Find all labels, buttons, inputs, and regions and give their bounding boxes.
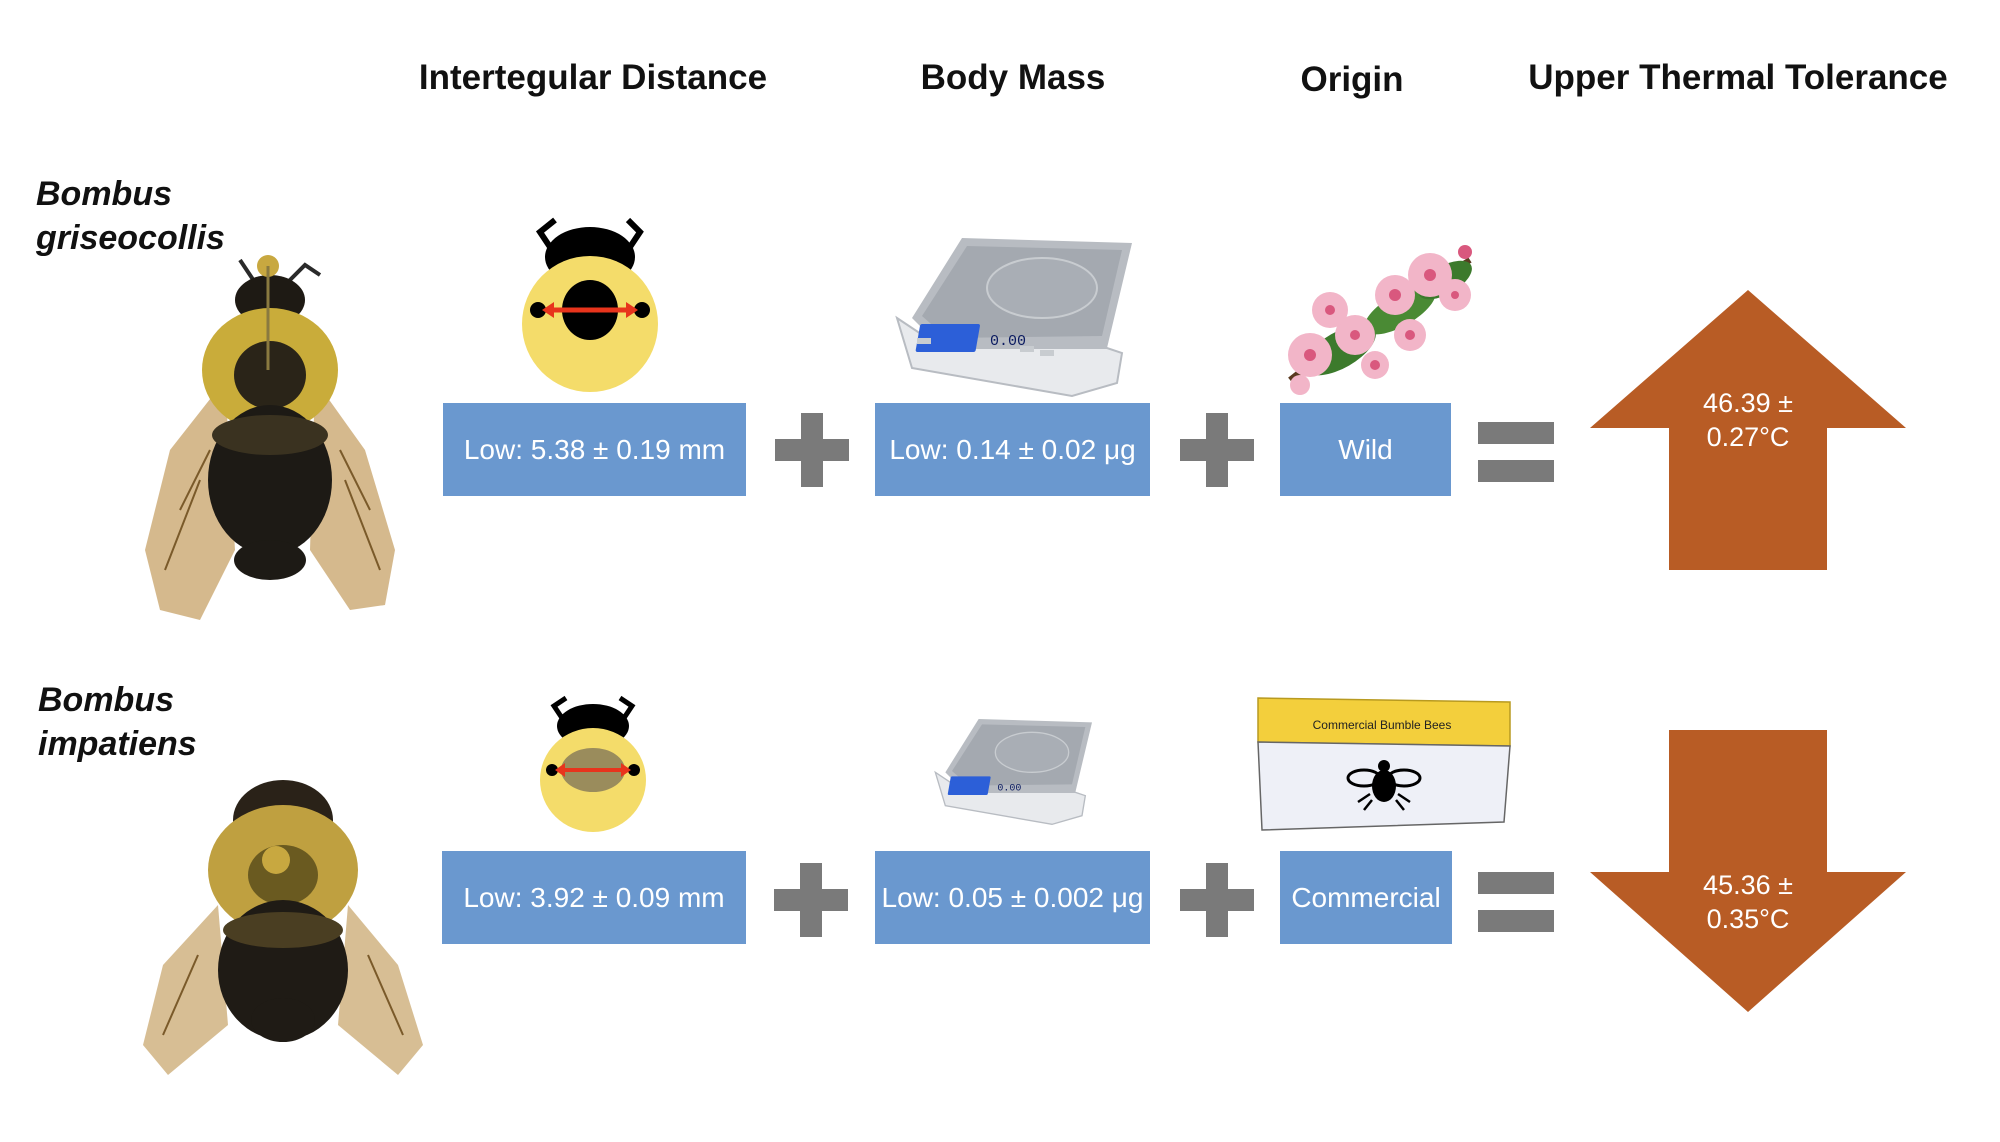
body-mass-value: Low: 0.05 ± 0.002 μg xyxy=(881,881,1144,913)
scale-icon: 0.00 xyxy=(895,238,1132,398)
header-origin: Origin xyxy=(1300,60,1404,99)
body-mass-value-box: Low: 0.05 ± 0.002 μg xyxy=(875,851,1150,944)
thermal-down-arrow xyxy=(1590,730,1906,1012)
origin-value: Commercial xyxy=(1291,881,1441,913)
plus-icon xyxy=(1180,413,1254,487)
flowers-icon xyxy=(1288,245,1472,395)
species-genus: Bombus xyxy=(38,681,174,719)
bee-head-icon xyxy=(540,695,646,832)
plus-icon xyxy=(775,413,849,487)
body-mass-value-box: Low: 0.14 ± 0.02 μg xyxy=(875,403,1150,496)
plus-icon xyxy=(1180,863,1254,937)
origin-value: Wild xyxy=(1338,433,1393,465)
bee-head-icon xyxy=(522,217,658,392)
thermal-tolerance-line1: 45.36 ± xyxy=(1703,870,1793,900)
thermal-tolerance-line2: 0.27°C xyxy=(1706,422,1790,452)
intertegular-value-box: Low: 3.92 ± 0.09 mm xyxy=(442,851,746,944)
intertegular-value: Low: 3.92 ± 0.09 mm xyxy=(463,881,725,913)
origin-value-box: Commercial xyxy=(1280,851,1452,944)
equals-icon xyxy=(1478,872,1554,932)
species-genus: Bombus xyxy=(36,175,172,213)
bee-photo xyxy=(145,255,395,620)
thermal-tolerance-line1: 46.39 ± xyxy=(1703,388,1793,418)
body-mass-value: Low: 0.14 ± 0.02 μg xyxy=(889,433,1136,465)
plus-icon xyxy=(774,863,848,937)
species-name-impatiens: Bombus impatiens xyxy=(38,678,197,766)
origin-value-box: Wild xyxy=(1280,403,1451,496)
intertegular-value-box: Low: 5.38 ± 0.19 mm xyxy=(443,403,746,496)
scale-display: 0.00 xyxy=(990,333,1026,350)
header-body-mass: Body Mass xyxy=(920,58,1106,97)
header-upper-thermal-tolerance: Upper Thermal Tolerance xyxy=(1528,58,1948,97)
thermal-tolerance-line2: 0.35°C xyxy=(1706,904,1790,934)
thermal-up-arrow xyxy=(1590,290,1906,570)
bee-photo xyxy=(143,780,423,1075)
thermal-tolerance-value: 46.39 ± 0.27°C xyxy=(1668,386,1828,454)
species-epithet: griseocollis xyxy=(36,219,225,257)
species-epithet: impatiens xyxy=(38,725,197,763)
intertegular-value: Low: 5.38 ± 0.19 mm xyxy=(463,433,726,465)
scale-icon: 0.00 xyxy=(934,719,1092,826)
scale-display: 0.00 xyxy=(997,783,1021,794)
species-name-griseocollis: Bombus griseocollis xyxy=(36,172,225,260)
header-intertegular-distance: Intertegular Distance xyxy=(418,58,768,97)
bee-box-icon xyxy=(1257,697,1511,831)
commercial-box-label: Commercial Bumble Bees xyxy=(1312,718,1452,732)
thermal-tolerance-value: 45.36 ± 0.35°C xyxy=(1668,868,1828,936)
equals-icon xyxy=(1478,422,1554,482)
